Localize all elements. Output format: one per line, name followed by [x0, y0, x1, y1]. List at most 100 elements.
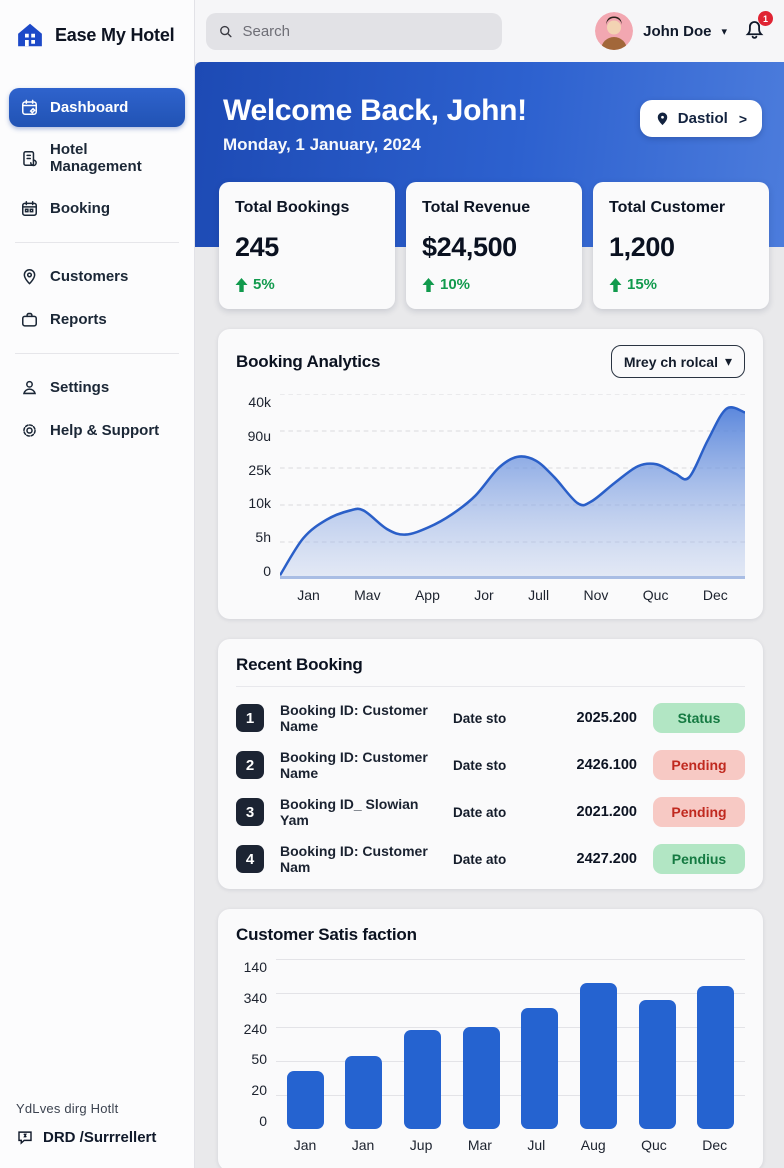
stat-delta: 5%	[235, 276, 379, 293]
booking-date: Date ato	[453, 851, 507, 867]
analytics-filter-dropdown[interactable]: Mrey ch rolcal ▾	[610, 345, 745, 378]
briefcase-icon	[22, 312, 37, 327]
customer-satisfaction-card: Customer Satis faction 140 340 240 50 20 0 Ja…	[218, 909, 763, 1168]
status-badge[interactable]: Status	[653, 703, 745, 733]
stat-card-total-bookings[interactable]: Total Bookings 245 5%	[219, 182, 395, 309]
welcome-title: Welcome Back, John!	[223, 94, 527, 127]
bar	[404, 1030, 442, 1129]
recent-booking-title: Recent Booking	[236, 655, 363, 674]
status-badge[interactable]: Pending	[653, 797, 745, 827]
stat-value: $24,500	[422, 232, 517, 262]
bell-icon	[745, 21, 764, 39]
axis-tick: Quc	[642, 587, 669, 603]
stat-delta-value: 10%	[440, 276, 471, 293]
booking-date: Date sto	[453, 757, 507, 773]
sidebar-footer-item[interactable]: DRD /Surrrellert	[16, 1128, 180, 1146]
bar	[462, 1027, 500, 1129]
stat-title: Total Customer	[609, 199, 726, 216]
booking-amount: 2426.100	[576, 757, 637, 773]
row-number: 3	[236, 798, 264, 826]
banner-date: Monday, 1 January, 2024	[223, 135, 421, 154]
sidebar-item-label: Settings	[50, 379, 110, 396]
search-bar[interactable]	[206, 12, 502, 50]
calendar-icon	[22, 201, 37, 216]
stat-value: 245	[235, 232, 279, 262]
sidebar-item-label: Dashboard	[50, 99, 129, 116]
row-number: 1	[236, 704, 264, 732]
booking-row[interactable]: 1 Booking ID: Customer Name Date sto 202…	[236, 702, 745, 734]
sidebar-item-hotel-management[interactable]: Hotel Management	[9, 131, 185, 185]
stat-card-total-revenue[interactable]: Total Revenue $24,500 10%	[406, 182, 582, 309]
user-cluster: John Doe ▾ 1	[595, 11, 773, 50]
axis-tick: 240	[243, 1020, 267, 1037]
location-button-label: Dastiol	[677, 110, 728, 127]
booking-row[interactable]: 4 Booking ID: Customer Nam Date ato 2427…	[236, 843, 745, 875]
bar	[286, 1071, 324, 1129]
arrow-up-icon	[235, 277, 248, 292]
main-area: John Doe ▾ 1 Welcome Back, John! Monday,…	[195, 0, 784, 1168]
status-badge[interactable]: Pendius	[653, 844, 745, 874]
sidebar-footer-label: DRD /Surrrellert	[43, 1128, 157, 1146]
stat-delta: 15%	[609, 276, 753, 293]
stat-card-total-customer[interactable]: Total Customer 1,200 15%	[593, 182, 769, 309]
axis-tick: 20	[251, 1082, 267, 1099]
sidebar-item-customers[interactable]: Customers	[9, 257, 185, 296]
sidebar-divider	[15, 353, 179, 354]
row-number: 2	[236, 751, 264, 779]
axis-tick: 340	[243, 989, 267, 1006]
stat-delta: 10%	[422, 276, 566, 293]
area-chart: 40k 90u 25k 10k 5h 0	[236, 394, 745, 579]
booking-id-label: Booking ID_ Slowian Yam	[280, 796, 419, 828]
sidebar-item-booking[interactable]: Booking	[9, 189, 185, 228]
axis-tick: 140	[243, 959, 267, 975]
sidebar-item-reports[interactable]: Reports	[9, 300, 185, 339]
axis-tick: Jul	[527, 1137, 546, 1153]
location-button[interactable]: Dastiol >	[639, 100, 762, 137]
axis-tick: 90u	[247, 427, 271, 444]
avatar[interactable]	[595, 12, 634, 50]
bar-chart-bars	[276, 959, 745, 1129]
bar	[345, 1055, 383, 1129]
axis-tick: Jor	[474, 587, 494, 603]
axis-tick: 50	[251, 1051, 267, 1068]
chevron-down-icon[interactable]: ▾	[721, 25, 727, 38]
booking-row[interactable]: 2 Booking ID: Customer Name Date sto 242…	[236, 749, 745, 781]
stat-cards-row: Total Bookings 245 5% Total Revenue $24,…	[195, 182, 784, 309]
area-chart-plot	[280, 394, 745, 579]
search-input[interactable]	[242, 22, 490, 40]
sidebar-item-settings[interactable]: Settings	[9, 368, 185, 407]
sidebar-item-label: Reports	[50, 311, 107, 328]
notification-badge: 1	[758, 11, 773, 26]
axis-tick: 40k	[248, 394, 271, 410]
sidebar-item-dashboard[interactable]: Dashboard	[9, 88, 185, 127]
chevron-down-icon: ▾	[724, 353, 732, 369]
arrow-up-icon	[422, 277, 435, 292]
stat-delta-value: 5%	[253, 276, 275, 293]
status-badge[interactable]: Pending	[653, 750, 745, 780]
app-title: Ease My Hotel	[55, 24, 175, 45]
avatar-image	[595, 12, 634, 50]
area-chart-svg	[280, 394, 745, 579]
axis-tick: Jan	[293, 1137, 317, 1153]
sidebar-item-help-support[interactable]: Help & Support	[9, 411, 185, 450]
bar-chart-y-axis: 140 340 240 50 20 0	[236, 959, 276, 1129]
axis-tick: Dec	[702, 587, 728, 603]
user-name[interactable]: John Doe	[643, 22, 712, 40]
bar	[697, 986, 735, 1129]
bar	[638, 999, 676, 1129]
axis-tick: Jan	[297, 587, 320, 603]
dashboard-icon	[22, 99, 37, 115]
axis-tick: Aug	[580, 1137, 606, 1153]
axis-tick: App	[414, 587, 440, 603]
map-pin-icon	[23, 269, 36, 285]
sidebar-nav: Dashboard Hotel Management Booking Cus	[0, 88, 194, 454]
bar	[521, 1008, 559, 1129]
booking-analytics-card: Booking Analytics Mrey ch rolcal ▾ 40k 90…	[218, 329, 763, 619]
booking-id-label: Booking ID: Customer Nam	[280, 843, 428, 875]
booking-id-label: Booking ID: Customer Name	[280, 749, 428, 781]
booking-date: Date sto	[453, 710, 507, 726]
axis-tick: Mav	[354, 587, 381, 603]
notifications-button[interactable]: 1	[743, 11, 773, 45]
booking-row[interactable]: 3 Booking ID_ Slowian Yam Date ato 2021.…	[236, 796, 745, 828]
